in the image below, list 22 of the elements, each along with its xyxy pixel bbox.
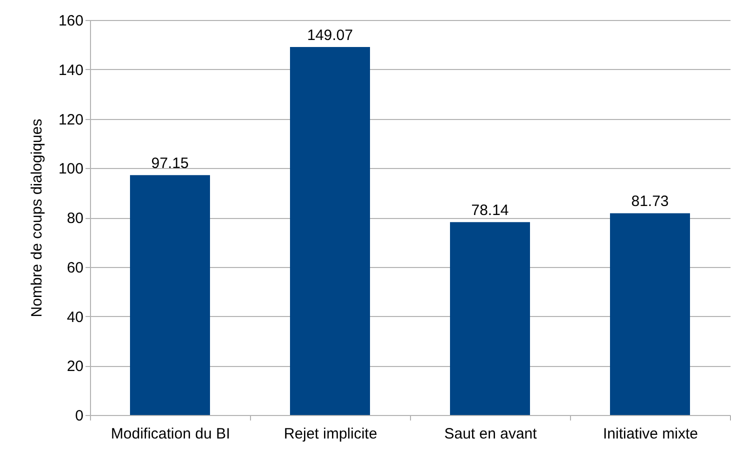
y-tick-label: 140 [58, 62, 84, 79]
y-tick-label: 100 [58, 160, 84, 178]
y-tick-label: 0 [75, 408, 84, 424]
bar [450, 222, 530, 415]
data-label: 149.07 [307, 26, 353, 44]
x-tick-label: Saut en avant [444, 426, 538, 442]
x-tick-label: Initiative mixte [602, 426, 698, 442]
x-tick-label: Rejet implicite [284, 426, 378, 442]
y-tick-label: 40 [66, 308, 84, 326]
y-tick-label: 20 [66, 358, 84, 376]
y-tick-label: 160 [58, 12, 84, 30]
y-tick-label: 80 [66, 210, 84, 227]
data-label: 97.15 [151, 155, 189, 172]
data-label: 81.73 [631, 193, 669, 210]
x-tick-label: Modification du BI [110, 426, 230, 442]
bar [130, 175, 210, 415]
bar [290, 46, 370, 415]
y-tick-label: 120 [58, 111, 84, 128]
y-tick-label: 60 [66, 259, 84, 276]
bar [610, 213, 690, 415]
data-label: 78.14 [471, 202, 509, 220]
y-axis-title: Nombre de coups dialogiques [28, 118, 46, 318]
